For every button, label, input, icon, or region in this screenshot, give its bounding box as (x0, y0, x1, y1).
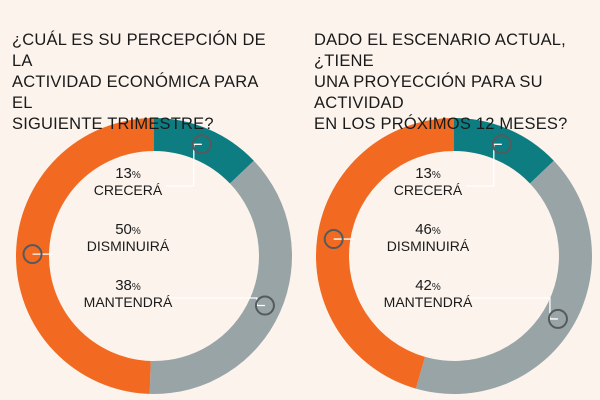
category-label-mantendra: MANTENDRÁ (84, 294, 173, 310)
marker-ring-crecera (491, 134, 512, 155)
chart-2-title-line-1: DADO EL ESCENARIO ACTUAL, ¿TIENE (314, 31, 566, 70)
marker-ring-mantendra (547, 308, 568, 329)
value-number-mantendra: 42 (415, 277, 432, 294)
donut-slice-mantendra (415, 160, 592, 394)
chart-1-title-line-3: SIGUIENTE TRIMESTRE? (12, 115, 214, 133)
chart-1-title: ¿CUÁL ES SU PERCEPCIÓN DE LA ACTIVIDAD E… (12, 30, 272, 135)
value-label-disminuira: 50% (115, 221, 141, 238)
chart-panel-activity-projection: 13% CRECERÁ 42% MANTENDRÁ 46% DISMINUIRÁ DADO… (300, 0, 600, 400)
value-number-mantendra: 38 (115, 277, 132, 294)
value-number-crecera: 13 (415, 165, 432, 182)
category-label-crecera: CRECERÁ (94, 182, 163, 198)
value-label-crecera: 13% (415, 165, 441, 182)
marker-ring-mantendra (254, 295, 275, 316)
value-label-mantendra: 42% (415, 277, 441, 294)
value-number-disminuira: 50 (115, 221, 132, 238)
value-label-crecera: 13% (115, 165, 141, 182)
category-label-disminuira: DISMINUIRÁ (87, 238, 170, 254)
donut-slice-disminuira (15, 118, 154, 394)
value-unit-disminuira: % (132, 226, 141, 237)
value-number-disminuira: 46 (415, 221, 432, 238)
category-label-mantendra: MANTENDRÁ (384, 294, 473, 310)
category-label-disminuira: DISMINUIRÁ (387, 238, 470, 254)
donut-slice-disminuira (316, 118, 454, 389)
value-unit-mantendra: % (132, 282, 141, 293)
category-label-crecera: CRECERÁ (394, 182, 463, 198)
marker-ring-crecera (191, 134, 212, 155)
chart-1-title-line-2: ACTIVIDAD ECONÓMICA PARA EL (12, 73, 258, 112)
value-unit-crecera: % (132, 170, 141, 181)
chart-2-title: DADO EL ESCENARIO ACTUAL, ¿TIENE UNA PRO… (314, 30, 574, 135)
connector-line-crecera (466, 143, 502, 187)
connector-line-mantendra (466, 297, 558, 320)
donut-slice-crecera (454, 118, 554, 184)
marker-ring-disminuira (22, 244, 43, 265)
donut-slice-crecera (154, 118, 254, 184)
chart-2-title-line-2: UNA PROYECCIÓN PARA SU ACTIVIDAD (314, 73, 543, 112)
chart-2-title-line-3: EN LOS PRÓXIMOS 12 MESES? (314, 115, 568, 133)
value-unit-disminuira: % (432, 226, 441, 237)
value-label-mantendra: 38% (115, 277, 141, 294)
value-label-disminuira: 46% (415, 221, 441, 238)
connector-line-crecera (166, 143, 202, 187)
value-unit-mantendra: % (432, 282, 441, 293)
marker-ring-disminuira (323, 229, 344, 250)
chart-panel-activity-perception: 13% CRECERÁ 38% MANTENDRÁ 50% DISMINUIRÁ ¿CUÁ… (12, 30, 293, 394)
donut-slice-mantendra (149, 160, 293, 394)
chart-1-title-line-1: ¿CUÁL ES SU PERCEPCIÓN DE LA (12, 31, 266, 70)
value-unit-crecera: % (432, 170, 441, 181)
value-number-crecera: 13 (115, 165, 132, 182)
